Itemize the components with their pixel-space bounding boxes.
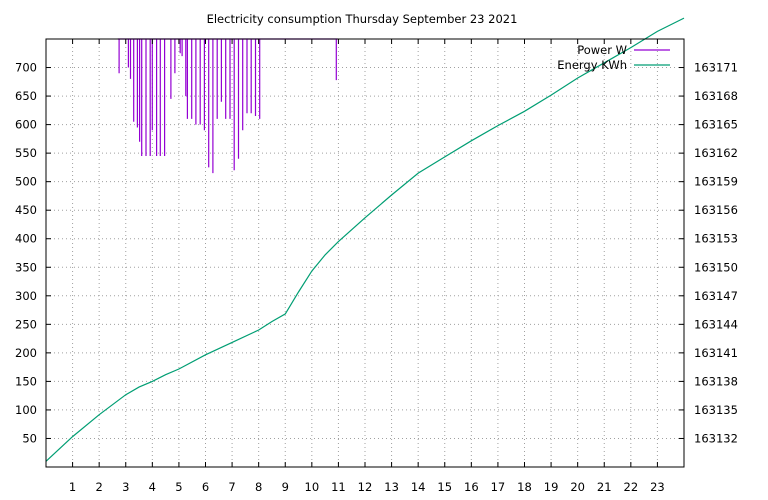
x-tick-label: 22	[624, 480, 639, 494]
x-tick-label: 8	[255, 480, 262, 494]
x-tick-label: 16	[464, 480, 479, 494]
y2-tick-label: 163132	[694, 431, 738, 445]
y2-tick-label: 163162	[694, 146, 738, 160]
x-tick-label: 6	[202, 480, 209, 494]
y2-tick-label: 163135	[694, 403, 738, 417]
chart-title: Electricity consumption Thursday Septemb…	[207, 12, 518, 26]
x-tick-label: 13	[384, 480, 399, 494]
y-tick-label: 550	[15, 146, 37, 160]
x-tick-label: 12	[358, 480, 373, 494]
x-tick-label: 4	[149, 480, 156, 494]
axis-layer: 1 2 3 4 5 6 7 8 9 10 11 12 13 14 15 16 17 18 19 20 21 22 23501…	[15, 39, 738, 494]
y2-tick-label: 163141	[694, 346, 738, 360]
y2-tick-label: 163144	[694, 317, 738, 331]
y-tick-label: 400	[15, 232, 37, 246]
x-tick-label: 7	[228, 480, 235, 494]
x-tick-label: 5	[175, 480, 182, 494]
legend-label: Power W	[577, 43, 627, 57]
y-tick-label: 300	[15, 289, 37, 303]
x-tick-label: 18	[517, 480, 532, 494]
y-tick-label: 50	[22, 431, 37, 445]
series-layer	[45, 17, 685, 462]
x-tick-label: 14	[411, 480, 426, 494]
x-tick-label: 3	[122, 480, 129, 494]
y-tick-label: 650	[15, 89, 37, 103]
x-tick-label: 15	[437, 480, 452, 494]
x-tick-label: 17	[491, 480, 506, 494]
y-tick-label: 250	[15, 317, 37, 331]
x-tick-label: 19	[544, 480, 559, 494]
y2-tick-label: 163159	[694, 175, 738, 189]
x-tick-label: 21	[597, 480, 612, 494]
y-tick-label: 450	[15, 203, 37, 217]
y-tick-label: 600	[15, 118, 37, 132]
y2-tick-label: 163156	[694, 203, 738, 217]
y2-tick-label: 163147	[694, 289, 738, 303]
y-tick-label: 100	[15, 403, 37, 417]
y2-tick-label: 163165	[694, 118, 738, 132]
x-tick-label: 2	[96, 480, 103, 494]
x-tick-label: 1	[69, 480, 76, 494]
y-tick-label: 150	[15, 374, 37, 388]
x-tick-label: 20	[570, 480, 585, 494]
legend-label: Energy KWh	[557, 58, 627, 72]
y2-tick-label: 163153	[694, 232, 738, 246]
x-tick-label: 11	[331, 480, 346, 494]
series-energy-line	[45, 17, 685, 462]
y2-tick-label: 163138	[694, 374, 738, 388]
y2-tick-label: 163168	[694, 89, 738, 103]
x-tick-label: 9	[282, 480, 289, 494]
y-tick-label: 500	[15, 175, 37, 189]
x-tick-label: 10	[305, 480, 320, 494]
y-tick-label: 700	[15, 61, 37, 75]
y-tick-label: 200	[15, 346, 37, 360]
grid-layer	[46, 39, 684, 467]
y-tick-label: 350	[15, 260, 37, 274]
x-tick-label: 23	[650, 480, 665, 494]
series-power-line	[117, 38, 338, 174]
y2-tick-label: 163171	[694, 61, 738, 75]
y2-tick-label: 163150	[694, 260, 738, 274]
